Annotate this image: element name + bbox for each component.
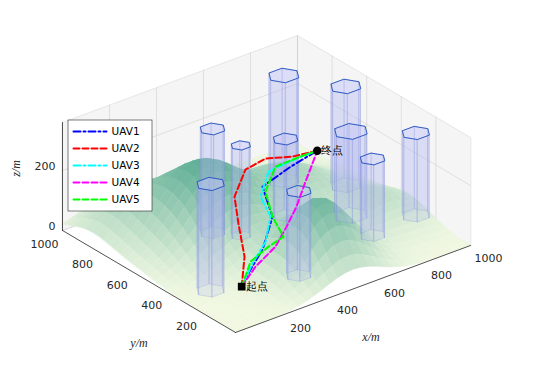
svg-text:800: 800: [72, 258, 93, 271]
svg-text:600: 600: [384, 287, 405, 300]
svg-text:z/m: z/m: [9, 160, 23, 178]
svg-text:y/m: y/m: [129, 336, 148, 350]
svg-text:200: 200: [176, 320, 197, 333]
svg-text:0: 0: [49, 220, 56, 233]
svg-text:400: 400: [337, 304, 358, 317]
svg-text:x/m: x/m: [361, 330, 380, 344]
svg-text:1000: 1000: [31, 238, 59, 251]
svg-text:UAV4: UAV4: [112, 176, 140, 188]
svg-text:800: 800: [431, 269, 452, 282]
svg-text:终点: 终点: [321, 144, 343, 157]
svg-text:200: 200: [290, 322, 311, 335]
svg-text:1000: 1000: [475, 252, 503, 265]
svg-text:400: 400: [141, 299, 162, 312]
svg-text:UAV3: UAV3: [112, 159, 140, 171]
svg-text:UAV5: UAV5: [112, 193, 140, 205]
svg-text:UAV1: UAV1: [112, 125, 140, 137]
svg-text:200: 200: [35, 160, 56, 173]
svg-text:600: 600: [107, 279, 128, 292]
svg-text:UAV2: UAV2: [112, 142, 140, 154]
svg-text:起点: 起点: [246, 280, 268, 293]
